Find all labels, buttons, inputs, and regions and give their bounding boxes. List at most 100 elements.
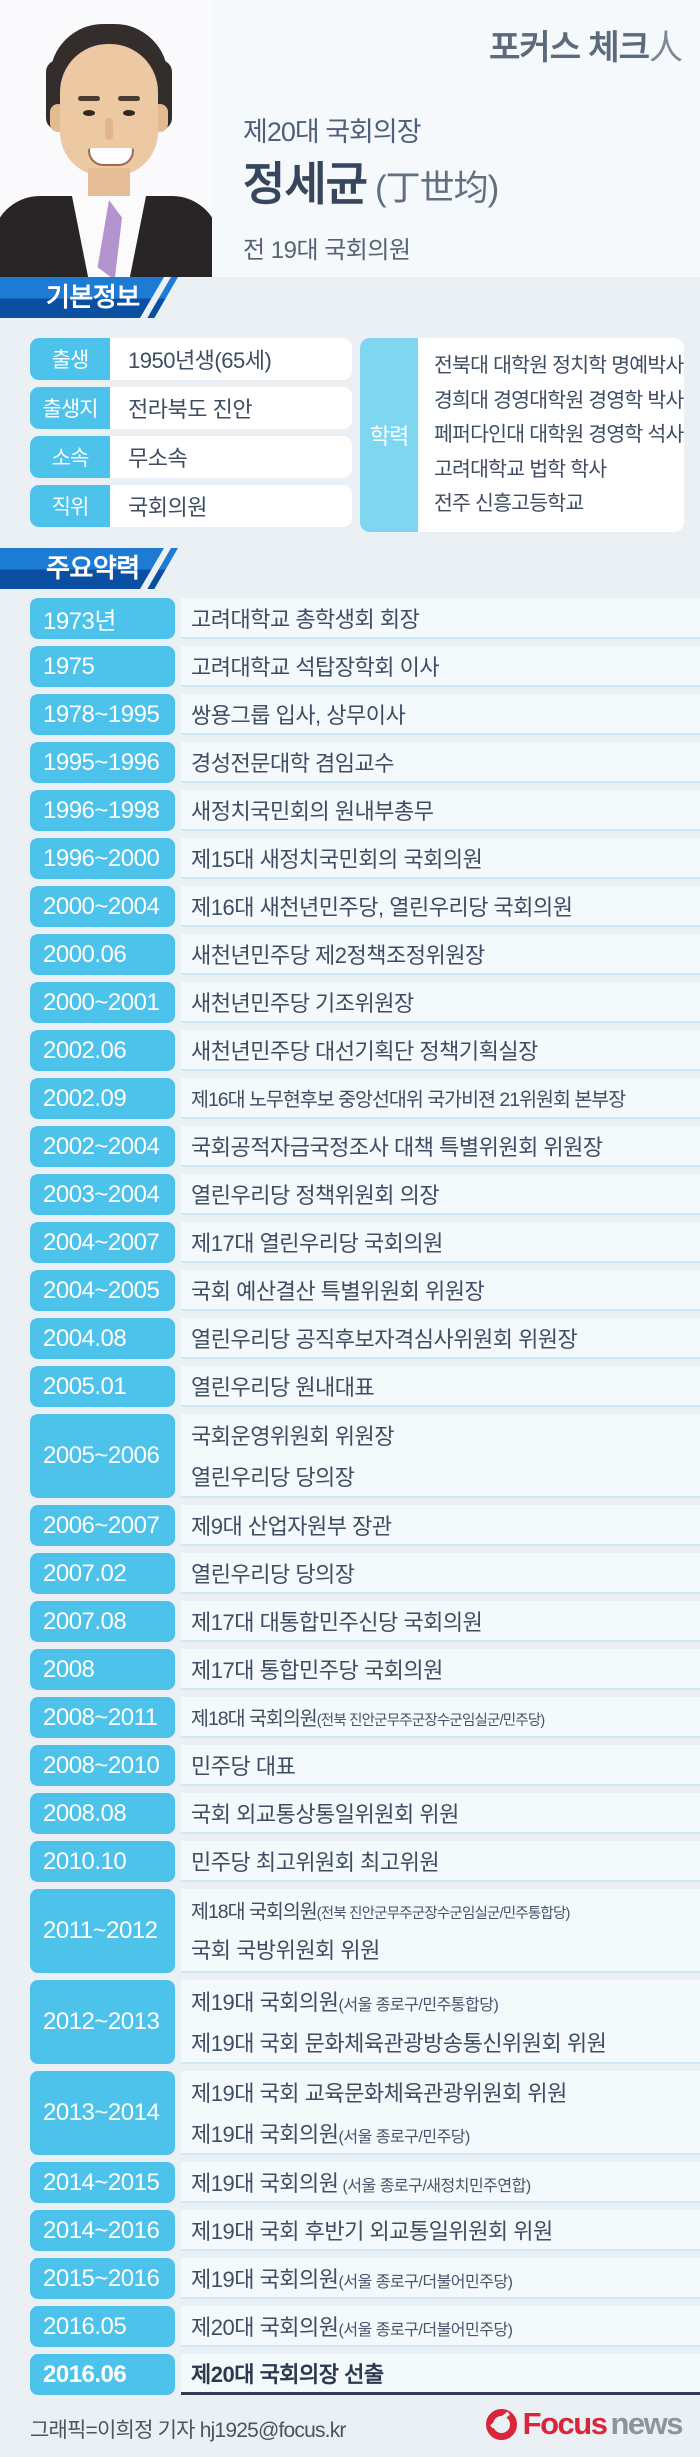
career-description: 제18대 국회의원(전북 진안군무주군장수군임실군/민주당) <box>181 1697 700 1738</box>
career-description: 제16대 새천년민주당, 열린우리당 국회의원 <box>181 886 700 927</box>
education-item: 전주 신흥고등학교 <box>434 492 584 515</box>
career-year: 2016.05 <box>30 2306 175 2347</box>
career-description: 제17대 통합민주당 국회의원 <box>181 1649 700 1690</box>
career-text: 제17대 열린우리당 국회의원 <box>191 1230 443 1256</box>
career-description: 새정치국민회의 원내부총무 <box>181 790 700 831</box>
career-year: 2005.01 <box>30 1366 175 1407</box>
career-note: (전북 진안군무주군장수군임실군/민주통합당) <box>316 1906 571 1922</box>
career-description: 국회운영위원회 위원장 열린우리당 당의장 <box>181 1414 700 1498</box>
career-text: 제17대 대통합민주신당 국회의원 <box>191 1609 483 1635</box>
career-row: 2000.06 새천년민주당 제2정책조정위원장 <box>30 934 700 975</box>
career-row: 1975 고려대학교 석탑장학회 이사 <box>30 646 700 687</box>
career-row: 2016.06 제20대 국회의장 선출 <box>30 2354 700 2395</box>
career-text: 고려대학교 석탑장학회 이사 <box>191 654 440 680</box>
section-ribbon-career: 주요약력 <box>0 548 210 589</box>
career-row: 2010.10 민주당 최고위원회 최고위원 <box>30 1841 700 1882</box>
career-year: 2004.08 <box>30 1318 175 1359</box>
career-year: 1975 <box>30 646 175 687</box>
basic-info-value: 1950년생(65세) <box>110 338 352 380</box>
career-year: 2007.08 <box>30 1601 175 1642</box>
basic-info-label: 출생 <box>30 338 110 380</box>
career-description: 제17대 대통합민주신당 국회의원 <box>181 1601 700 1642</box>
career-year: 2004~2005 <box>30 1270 175 1311</box>
portrait-mouth <box>88 148 134 166</box>
career-line: 국회 국방위원회 위원 <box>191 1933 700 1965</box>
career-year: 1973년 <box>30 598 175 639</box>
career-description: 열린우리당 당의장 <box>181 1553 700 1594</box>
career-year: 2015~2016 <box>30 2258 175 2299</box>
career-year: 2000~2004 <box>30 886 175 927</box>
career-line: 제18대 국회의원(전북 진안군무주군장수군임실군/민주당) <box>191 1702 700 1731</box>
career-line: 쌍용그룹 입사, 상무이사 <box>191 698 700 730</box>
career-line: 국회 외교통상통일위원회 위원 <box>191 1797 700 1829</box>
career-text: 민주당 최고위원회 최고위원 <box>191 1849 440 1875</box>
career-line: 민주당 대표 <box>191 1749 700 1781</box>
section-ribbon-basic: 기본정보 <box>0 277 210 318</box>
career-text: 국회 예산결산 특별위원회 위원장 <box>191 1278 485 1304</box>
career-row: 2011~2012 제18대 국회의원(전북 진안군무주군장수군임실군/민주통합당… <box>30 1889 700 1973</box>
career-line: 열린우리당 원내대표 <box>191 1370 700 1402</box>
career-line: 열린우리당 공직후보자격심사위원회 위원장 <box>191 1322 700 1354</box>
basic-info-row: 출생지 전라북도 진안 <box>30 387 352 429</box>
career-line: 새정치국민회의 원내부총무 <box>191 794 700 826</box>
basic-info-value: 국회의원 <box>110 485 352 527</box>
career-line: 경성전문대학 겸임교수 <box>191 746 700 778</box>
career-row: 2002.09 제16대 노무현후보 중앙선대위 국가비젼 21위원회 본부장 <box>30 1078 700 1119</box>
career-description: 제19대 국회의원 (서울 종로구/새정치민주연합) <box>181 2162 700 2203</box>
career-row: 1973년 고려대학교 총학생회 회장 <box>30 598 700 639</box>
basic-info-label: 소속 <box>30 436 110 478</box>
career-description: 제19대 국회 교육문화체육관광위원회 위원 제19대 국회의원(서울 종로구/민… <box>181 2071 700 2155</box>
basic-info-row: 소속 무소속 <box>30 436 352 478</box>
career-year: 2008~2011 <box>30 1697 175 1738</box>
career-text: 제18대 국회의원 <box>191 1901 318 1923</box>
career-description: 제17대 열린우리당 국회의원 <box>181 1222 700 1263</box>
career-year: 2008.08 <box>30 1793 175 1834</box>
career-description: 제19대 국회의원(서울 종로구/더불어민주당) <box>181 2258 700 2299</box>
career-year: 2013~2014 <box>30 2071 175 2155</box>
career-row: 2000~2001 새천년민주당 기조위원장 <box>30 982 700 1023</box>
career-note: (서울 종로구/더불어민주당) <box>338 2321 513 2339</box>
portrait-photo <box>0 0 212 277</box>
career-row: 2005.01 열린우리당 원내대표 <box>30 1366 700 1407</box>
career-year: 2008~2010 <box>30 1745 175 1786</box>
portrait-nose <box>105 118 113 140</box>
career-text: 열린우리당 원내대표 <box>191 1374 375 1400</box>
career-line: 제19대 국회의원 (서울 종로구/새정치민주연합) <box>191 2166 700 2198</box>
career-description: 새천년민주당 기조위원장 <box>181 982 700 1023</box>
career-text: 열린우리당 당의장 <box>191 1561 355 1587</box>
career-line: 민주당 최고위원회 최고위원 <box>191 1845 700 1877</box>
career-timeline: 1973년 고려대학교 총학생회 회장 1975 고려대학교 석탑장학회 이사 1978… <box>30 598 700 2395</box>
career-year: 2002~2004 <box>30 1126 175 1167</box>
brand-text: 포커스 체크 <box>489 29 650 67</box>
graphic-credit: 그래픽=이희정 기자 hj1925@focus.kr <box>30 2419 346 2442</box>
career-text: 열린우리당 정책위원회 의장 <box>191 1182 440 1208</box>
career-line: 제19대 국회 교육문화체육관광위원회 위원 <box>191 2076 700 2108</box>
career-row: 1995~1996 경성전문대학 겸임교수 <box>30 742 700 783</box>
career-row: 2004~2005 국회 예산결산 특별위원회 위원장 <box>30 1270 700 1311</box>
career-year: 2003~2004 <box>30 1174 175 1215</box>
career-text: 제19대 국회 후반기 외교통일위원회 위원 <box>191 2218 553 2244</box>
career-row: 2016.05 제20대 국회의원(서울 종로구/더불어민주당) <box>30 2306 700 2347</box>
career-text: 제15대 새정치국민회의 국회의원 <box>191 846 483 872</box>
career-text: 제16대 새천년민주당, 열린우리당 국회의원 <box>191 894 573 920</box>
focusnews-logo-focus: Focus <box>522 2406 608 2441</box>
career-row: 2014~2015 제19대 국회의원 (서울 종로구/새정치민주연합) <box>30 2162 700 2203</box>
career-text: 제16대 노무현후보 중앙선대위 국가비젼 21위원회 본부장 <box>191 1089 626 1111</box>
career-description: 새천년민주당 대선기획단 정책기획실장 <box>181 1030 700 1071</box>
career-year: 2014~2016 <box>30 2210 175 2251</box>
portrait-eyebrow <box>78 96 100 101</box>
career-description: 국회공적자금국정조사 대책 특별위원회 위원장 <box>181 1126 700 1167</box>
career-text: 제17대 통합민주당 국회의원 <box>191 1657 443 1683</box>
career-year: 2000~2001 <box>30 982 175 1023</box>
career-text: 국회 국방위원회 위원 <box>191 1938 380 1963</box>
basic-info-label: 직위 <box>30 485 110 527</box>
career-year: 2002.09 <box>30 1078 175 1119</box>
basic-info-value: 무소속 <box>110 436 352 478</box>
career-row: 2006~2007 제9대 산업자원부 장관 <box>30 1505 700 1546</box>
career-line: 열린우리당 당의장 <box>191 1557 700 1589</box>
portrait-eyebrow <box>118 96 140 101</box>
career-description: 제9대 산업자원부 장관 <box>181 1505 700 1546</box>
career-line: 국회운영위원회 위원장 <box>191 1419 700 1451</box>
career-year: 2010.10 <box>30 1841 175 1882</box>
